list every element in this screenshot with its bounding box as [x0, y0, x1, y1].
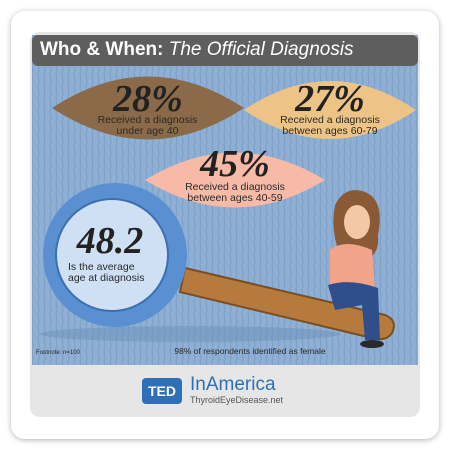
stat-value: 45% [200, 143, 270, 185]
stat-value: 48.2 [76, 220, 144, 262]
note: 98% of respondents identified as female [174, 346, 326, 356]
logo-badge [142, 378, 182, 404]
logo-badge-text: TED [148, 383, 176, 399]
woman [328, 190, 384, 348]
leaf-tan [244, 81, 416, 139]
subtitle: The Official Diagnosis [168, 39, 354, 60]
leaf-brown [52, 76, 244, 140]
stat-label: Is the average age at diagnosis [68, 261, 145, 284]
stat-label: Received a diagnosis between ages 60-79 [280, 114, 380, 137]
stat-value: 28% [113, 78, 183, 120]
leaf-pink [145, 152, 325, 208]
stat-label: Received a diagnosis between ages 40-59 [185, 181, 285, 204]
lens [55, 198, 169, 312]
logo-brand: InAmerica [190, 374, 276, 395]
shadow [40, 326, 340, 342]
title-bar [32, 35, 418, 66]
footnote: Footnote: n=100 [36, 350, 80, 356]
title-row: Who & When: The Official Diagnosis [40, 40, 420, 60]
stat-value: 27% [295, 78, 365, 120]
logo-url: ThyroidEyeDisease.net [190, 395, 284, 405]
stat-label: Received a diagnosis under age 40 [97, 114, 198, 137]
title: Who & When: [40, 39, 164, 60]
